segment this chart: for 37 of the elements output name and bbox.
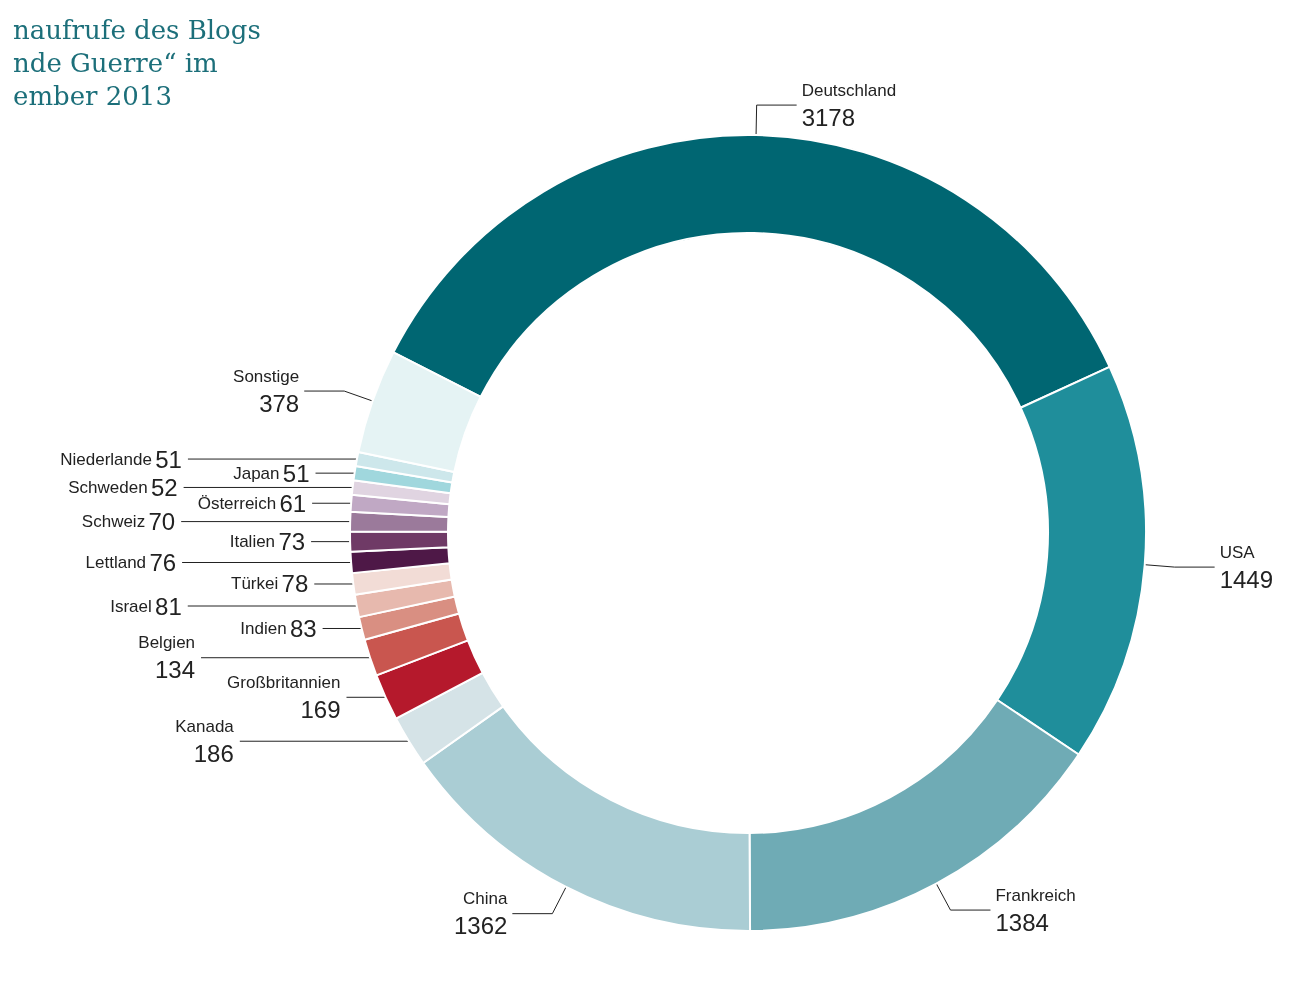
data-label: 51 (282, 459, 310, 487)
slice-label: China (462, 889, 508, 909)
slice-label: Sonstige (233, 366, 300, 386)
slice-label: Schweiz (81, 512, 146, 532)
slice-label: Indien (240, 618, 287, 638)
slice-label: Japan (233, 463, 280, 483)
data-label: 378 (259, 389, 300, 417)
data-label: 81 (155, 592, 182, 620)
slice-label: Österreich (197, 493, 277, 513)
data-label: 186 (193, 739, 234, 767)
data-label: 83 (289, 614, 317, 642)
slice-label: Israel (110, 596, 152, 616)
data-label: 1362 (453, 912, 508, 940)
slice-label: Schweden (68, 477, 148, 497)
data-label: 78 (281, 570, 309, 598)
slice-label: Lettland (85, 553, 147, 573)
data-label: 76 (149, 549, 177, 577)
slice-label: USA (1219, 542, 1256, 562)
slice-label: Belgien (138, 633, 196, 653)
slice-label: Italien (229, 532, 276, 552)
data-label: 52 (150, 473, 178, 501)
data-label: 70 (148, 508, 176, 536)
data-label: 1384 (995, 908, 1049, 936)
slice-label: Kanada (175, 716, 235, 736)
slice-label: Großbritannien (227, 672, 341, 692)
slice-label: Frankreich (995, 885, 1076, 905)
data-label: 1449 (1219, 565, 1274, 593)
data-label: 61 (279, 489, 307, 517)
slice-label: Deutschland (801, 80, 897, 100)
data-label: 134 (155, 656, 196, 684)
data-label: 169 (300, 695, 341, 723)
data-label: 73 (278, 528, 306, 556)
slice-label: Niederlande (60, 449, 152, 469)
data-label: 3178 (801, 103, 856, 131)
data-label: 51 (155, 445, 182, 473)
slice-label: Türkei (231, 574, 279, 594)
chart-title: naufrufe des Blogs nde Guerre“ im ember 2013 (13, 14, 261, 111)
